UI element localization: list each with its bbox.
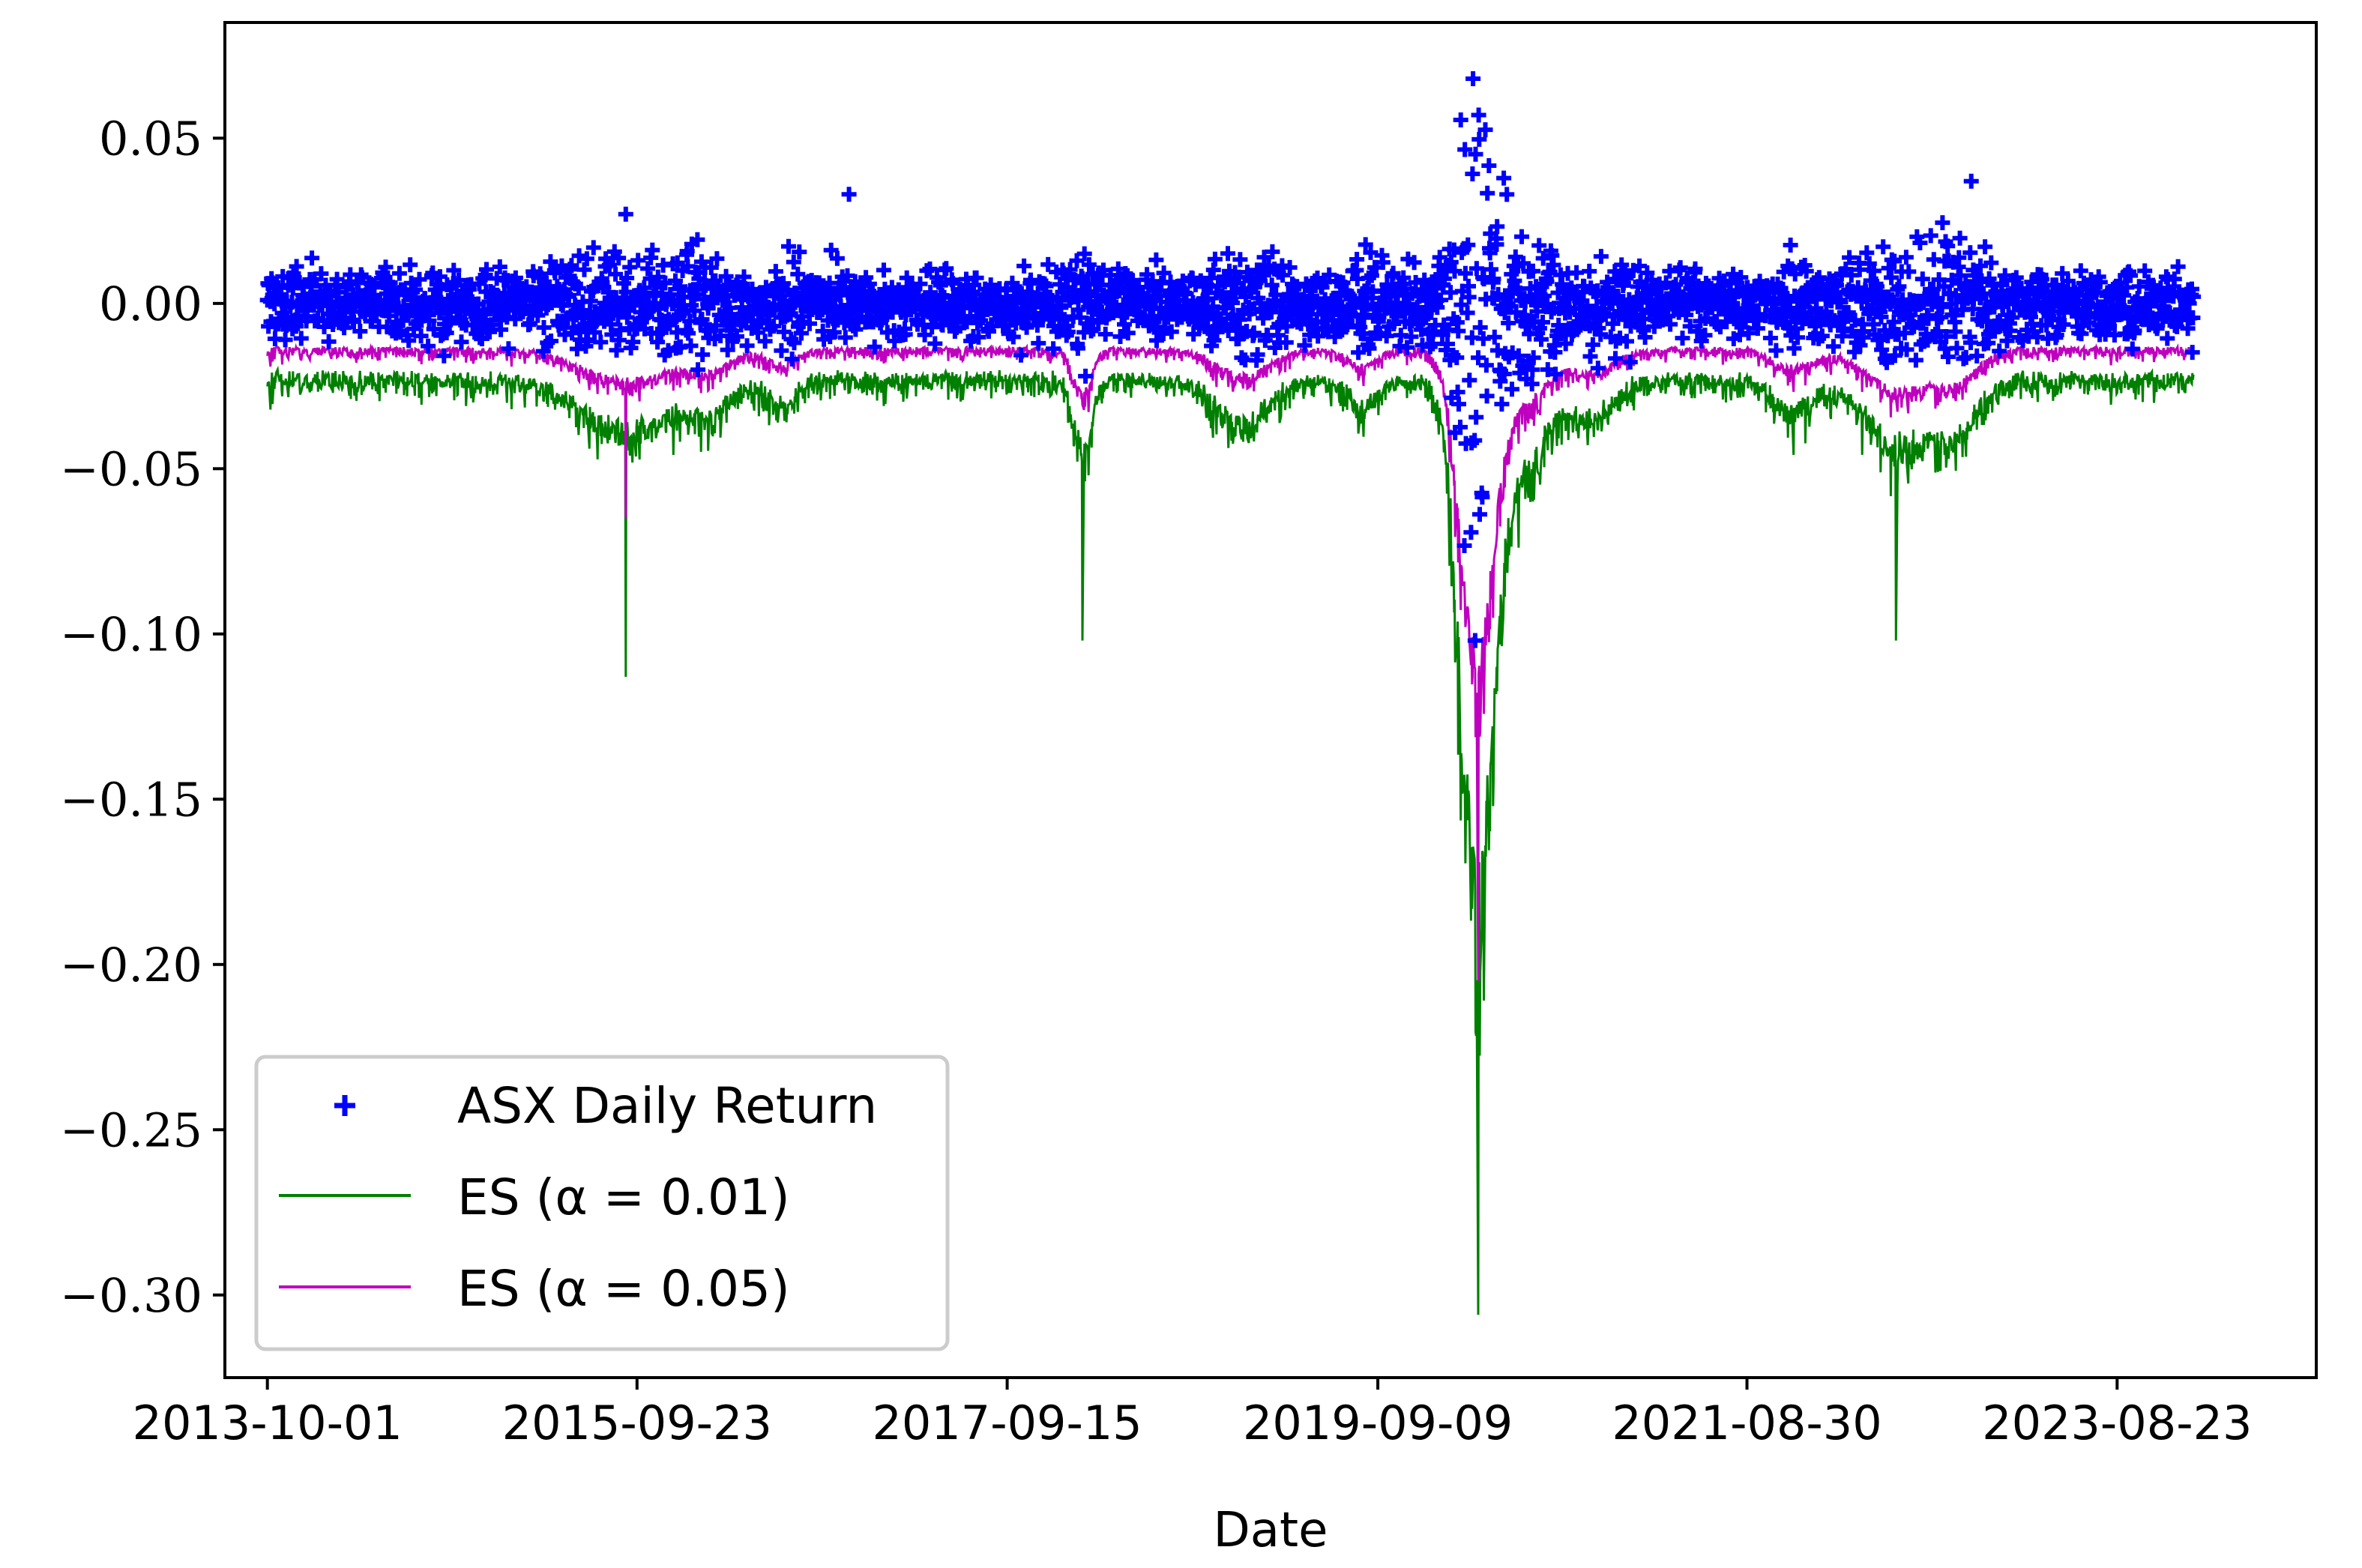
legend-label-asx-daily-return: ASX Daily Return <box>457 1077 877 1135</box>
x-tick-label: 2015-09-23 <box>502 1396 772 1450</box>
legend-label-es-001: ES (α = 0.01) <box>457 1169 790 1226</box>
es-005-line <box>266 343 2195 981</box>
es-001-line <box>266 365 2195 1315</box>
legend-marker-plus <box>334 1095 355 1116</box>
x-tick-label: 2013-10-01 <box>133 1396 403 1450</box>
x-tick-label: 2021-08-30 <box>1612 1396 1882 1450</box>
y-tick-label: −0.25 <box>60 1103 202 1157</box>
asx-return-markers <box>259 71 2202 648</box>
legend-entry-asx-daily-return: ASX Daily Return <box>334 1077 877 1135</box>
x-tick-label: 2019-09-09 <box>1243 1396 1513 1450</box>
x-tick-label: 2017-09-15 <box>872 1396 1142 1450</box>
y-tick-label: −0.10 <box>60 607 202 662</box>
x-tick-label: 2023-08-23 <box>1982 1396 2252 1450</box>
y-tick-label: −0.15 <box>60 772 202 827</box>
legend: ASX Daily Return ES (α = 0.01) ES (α = 0… <box>254 1055 950 1351</box>
y-tick-label: 0.00 <box>99 277 202 331</box>
ticks-layer: 2013-10-01 2015-09-23 2017-09-15 2019-09-09… <box>60 111 2252 1450</box>
y-tick-label: −0.30 <box>60 1268 202 1323</box>
plot-frame <box>223 21 2318 1379</box>
x-axis-title: Date <box>1214 1503 1328 1558</box>
legend-box <box>254 1055 950 1351</box>
legend-entry-es-005: ES (α = 0.05) <box>279 1260 790 1318</box>
y-tick-label: 0.05 <box>99 111 202 166</box>
y-tick-label: −0.05 <box>60 441 202 496</box>
legend-label-es-005: ES (α = 0.05) <box>457 1260 790 1318</box>
legend-entry-es-001: ES (α = 0.01) <box>279 1169 790 1226</box>
series-layer <box>259 71 2202 1315</box>
y-tick-label: −0.20 <box>60 938 202 992</box>
